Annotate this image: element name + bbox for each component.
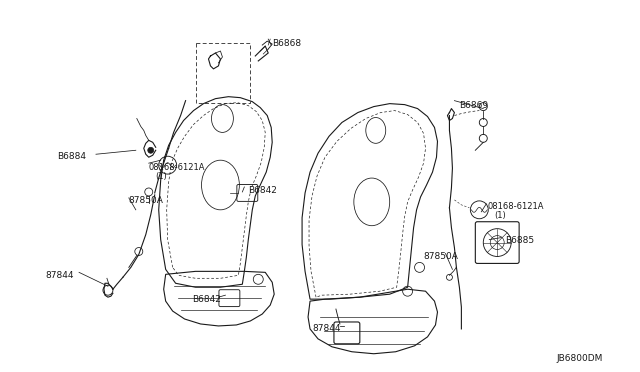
Text: 08168-6121A: 08168-6121A	[148, 163, 205, 172]
Bar	[196, 43, 250, 103]
Text: 87844: 87844	[312, 324, 340, 333]
Text: 87850A: 87850A	[424, 253, 458, 262]
Text: (1): (1)	[494, 211, 506, 220]
Text: B6885: B6885	[505, 235, 534, 245]
Text: B6884: B6884	[57, 152, 86, 161]
Text: B6842: B6842	[248, 186, 277, 195]
Text: JB6800DM: JB6800DM	[557, 354, 604, 363]
Text: (1): (1)	[156, 172, 168, 181]
Text: B6868: B6868	[272, 39, 301, 48]
Text: 87850A: 87850A	[129, 196, 164, 205]
Circle shape	[148, 147, 154, 153]
Text: B6869: B6869	[460, 101, 488, 110]
Text: 87844: 87844	[45, 271, 74, 280]
Text: 08168-6121A: 08168-6121A	[487, 202, 544, 211]
Text: B6842: B6842	[193, 295, 221, 304]
